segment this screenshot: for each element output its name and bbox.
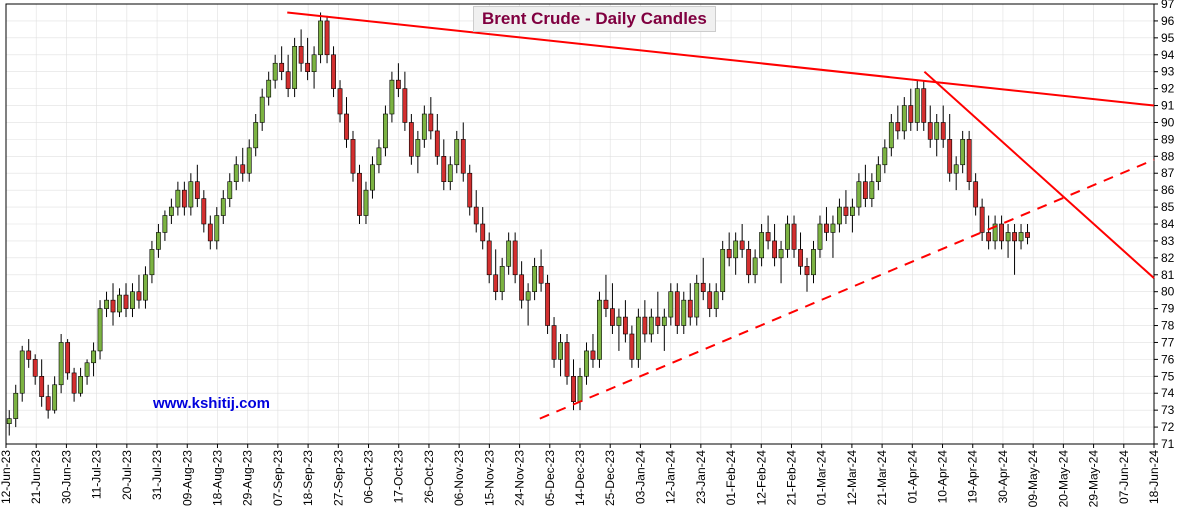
svg-text:20-Jul-23: 20-Jul-23: [120, 450, 134, 500]
svg-text:95: 95: [1161, 31, 1175, 45]
svg-text:96: 96: [1161, 14, 1175, 28]
svg-text:03-Jan-24: 03-Jan-24: [633, 450, 647, 504]
svg-text:12-Mar-24: 12-Mar-24: [845, 450, 859, 506]
svg-text:90: 90: [1161, 115, 1175, 129]
svg-text:10-Apr-24: 10-Apr-24: [936, 450, 950, 504]
svg-text:18-Sep-23: 18-Sep-23: [301, 450, 315, 506]
svg-text:09-Aug-23: 09-Aug-23: [180, 450, 194, 506]
svg-text:82: 82: [1161, 251, 1175, 265]
svg-text:30-Apr-24: 30-Apr-24: [996, 450, 1010, 504]
svg-text:72: 72: [1161, 420, 1175, 434]
svg-text:01-Apr-24: 01-Apr-24: [905, 450, 919, 504]
svg-text:21-Jun-23: 21-Jun-23: [29, 450, 43, 504]
candlestick-chart-svg: 71 72 73 74 75 76 77 78 79 80 81 82 83 84 85 86 87 88 89 90…: [0, 0, 1186, 518]
svg-text:18-Aug-23: 18-Aug-23: [210, 450, 224, 506]
svg-text:91: 91: [1161, 99, 1175, 113]
svg-text:76: 76: [1161, 352, 1175, 366]
svg-text:81: 81: [1161, 268, 1175, 282]
svg-text:17-Oct-23: 17-Oct-23: [392, 450, 406, 504]
svg-text:06-Nov-23: 06-Nov-23: [452, 450, 466, 506]
svg-text:12-Jan-24: 12-Jan-24: [664, 450, 678, 504]
svg-text:12-Jun-23: 12-Jun-23: [0, 450, 13, 504]
svg-text:11-Jul-23: 11-Jul-23: [90, 450, 104, 499]
svg-text:26-Oct-23: 26-Oct-23: [422, 450, 436, 504]
svg-text:85: 85: [1161, 200, 1175, 214]
svg-text:07-Sep-23: 07-Sep-23: [271, 450, 285, 506]
svg-text:25-Dec-23: 25-Dec-23: [603, 450, 617, 506]
svg-text:73: 73: [1161, 403, 1175, 417]
svg-text:01-Feb-24: 01-Feb-24: [724, 450, 738, 506]
svg-text:01-Mar-24: 01-Mar-24: [815, 450, 829, 506]
svg-text:71: 71: [1161, 437, 1175, 451]
chart-container: 71 72 73 74 75 76 77 78 79 80 81 82 83 84 85 86 87 88 89 90…: [0, 0, 1186, 518]
svg-text:23-Jan-24: 23-Jan-24: [694, 450, 708, 504]
svg-text:31-Jul-23: 31-Jul-23: [150, 450, 164, 500]
chart-title: Brent Crude - Daily Candles: [473, 6, 716, 32]
svg-text:05-Dec-23: 05-Dec-23: [543, 450, 557, 506]
svg-text:14-Dec-23: 14-Dec-23: [573, 450, 587, 506]
svg-text:93: 93: [1161, 65, 1175, 79]
svg-text:21-Feb-24: 21-Feb-24: [784, 450, 798, 506]
svg-text:83: 83: [1161, 234, 1175, 248]
svg-text:75: 75: [1161, 369, 1175, 383]
svg-text:21-Mar-24: 21-Mar-24: [875, 450, 889, 506]
svg-text:97: 97: [1161, 0, 1175, 11]
svg-text:78: 78: [1161, 319, 1175, 333]
svg-text:29-Aug-23: 29-Aug-23: [241, 450, 255, 506]
svg-text:07-Jun-24: 07-Jun-24: [1117, 450, 1131, 504]
svg-text:74: 74: [1161, 386, 1175, 400]
svg-text:09-May-24: 09-May-24: [1026, 450, 1040, 508]
svg-text:88: 88: [1161, 149, 1175, 163]
svg-text:92: 92: [1161, 82, 1175, 96]
svg-text:20-May-24: 20-May-24: [1056, 450, 1070, 508]
svg-text:86: 86: [1161, 183, 1175, 197]
svg-text:19-Apr-24: 19-Apr-24: [966, 450, 980, 504]
svg-text:80: 80: [1161, 285, 1175, 299]
watermark-link[interactable]: www.kshitij.com: [153, 395, 270, 412]
svg-text:77: 77: [1161, 335, 1175, 349]
svg-text:89: 89: [1161, 132, 1175, 146]
svg-text:12-Feb-24: 12-Feb-24: [754, 450, 768, 506]
svg-text:24-Nov-23: 24-Nov-23: [513, 450, 527, 506]
svg-text:27-Sep-23: 27-Sep-23: [331, 450, 345, 506]
svg-text:87: 87: [1161, 166, 1175, 180]
svg-text:79: 79: [1161, 302, 1175, 316]
svg-text:06-Oct-23: 06-Oct-23: [362, 450, 376, 504]
svg-text:18-Jun-24: 18-Jun-24: [1147, 450, 1161, 504]
svg-text:29-May-24: 29-May-24: [1087, 450, 1101, 508]
svg-text:84: 84: [1161, 217, 1175, 231]
svg-text:94: 94: [1161, 48, 1175, 62]
svg-text:30-Jun-23: 30-Jun-23: [59, 450, 73, 504]
svg-text:15-Nov-23: 15-Nov-23: [482, 450, 496, 506]
